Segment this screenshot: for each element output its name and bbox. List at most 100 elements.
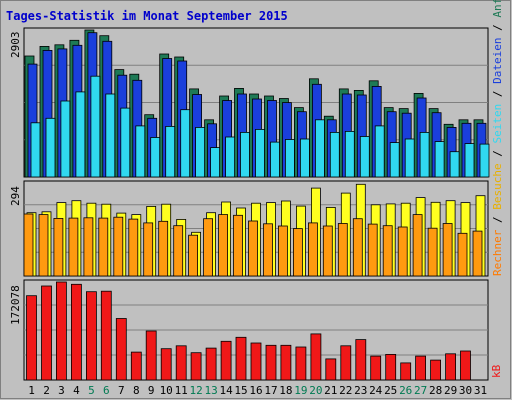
bar-rechner-day-11 — [174, 226, 183, 276]
bar-rechner-day-2 — [39, 215, 48, 276]
x-tick-label: 2 — [43, 384, 50, 397]
bar-seiten-day-2 — [46, 118, 55, 177]
legend-text: Rechner / Besuche / Seiten / Dateien / A… — [491, 0, 504, 276]
bar-seiten-day-22 — [345, 131, 354, 177]
bar-seiten-day-19 — [300, 139, 309, 177]
bar-seiten-day-31 — [480, 144, 489, 177]
x-tick-label: 19 — [294, 384, 307, 397]
bar-seiten-day-26 — [405, 139, 414, 177]
bar-rechner-day-25 — [383, 226, 392, 276]
bar-kb-day-13 — [206, 348, 216, 380]
bar-rechner-day-6 — [99, 218, 108, 276]
y-max-label-bottom: 172078 — [9, 285, 22, 325]
x-tick-label: 18 — [279, 384, 292, 397]
bar-rechner-day-12 — [189, 235, 198, 276]
x-tick-label: 5 — [88, 384, 95, 397]
x-tick-label: 25 — [384, 384, 397, 397]
legend-dateien: Dateien — [491, 38, 504, 84]
bar-rechner-day-30 — [458, 233, 467, 276]
bar-kb-day-27 — [416, 356, 426, 380]
bar-seiten-day-14 — [226, 137, 235, 177]
bar-rechner-day-1 — [24, 214, 33, 276]
bar-seiten-day-9 — [151, 138, 160, 178]
bar-seiten-day-25 — [390, 143, 399, 177]
bar-kb-day-1 — [27, 296, 37, 380]
x-tick-label: 28 — [429, 384, 442, 397]
bar-kb-day-5 — [86, 292, 96, 380]
bar-rechner-day-13 — [204, 219, 213, 276]
bar-rechner-day-18 — [278, 226, 287, 276]
bar-seiten-day-6 — [106, 94, 115, 177]
bar-rechner-day-31 — [473, 231, 482, 276]
bar-kb-day-24 — [371, 356, 381, 380]
bar-seiten-day-20 — [315, 120, 324, 177]
bar-kb-day-10 — [161, 349, 171, 380]
bar-kb-day-29 — [446, 354, 456, 380]
bar-rechner-day-15 — [234, 215, 243, 276]
x-tick-label: 14 — [219, 384, 233, 397]
legend-besuche: Besuche — [491, 163, 504, 209]
bar-seiten-day-4 — [76, 92, 85, 177]
bar-kb-day-20 — [311, 334, 321, 380]
x-tick-label: 9 — [148, 384, 155, 397]
bar-kb-day-22 — [341, 346, 351, 380]
panel-bottom — [24, 280, 488, 380]
bar-seiten-day-7 — [121, 108, 130, 177]
bar-seiten-day-13 — [211, 148, 220, 177]
x-tick-label: 22 — [339, 384, 352, 397]
bar-kb-day-11 — [176, 346, 186, 380]
x-tick-label: 30 — [459, 384, 472, 397]
legend-rechner: Rechner — [491, 229, 504, 276]
x-tick-label: 12 — [189, 384, 202, 397]
x-tick-label: 3 — [58, 384, 65, 397]
bar-seiten-day-21 — [330, 132, 339, 177]
bar-rechner-day-21 — [323, 226, 332, 276]
bar-kb-day-9 — [146, 331, 156, 380]
bar-rechner-day-22 — [338, 224, 347, 277]
x-tick-label: 16 — [249, 384, 262, 397]
bar-rechner-day-9 — [144, 223, 153, 276]
bar-rechner-day-5 — [84, 218, 93, 276]
bar-rechner-day-16 — [249, 221, 258, 276]
legend-anfragen: Anfragen — [491, 0, 504, 18]
bar-kb-day-2 — [42, 286, 52, 380]
bar-seiten-day-17 — [271, 142, 280, 177]
y-max-label-top: 2903 — [9, 32, 22, 59]
bar-rechner-day-17 — [264, 224, 273, 276]
bar-seiten-day-18 — [285, 140, 294, 178]
legend-kb: kB — [490, 364, 503, 378]
bar-rechner-day-7 — [114, 217, 123, 276]
bar-kb-day-26 — [401, 363, 411, 380]
y-max-label-middle: 294 — [9, 186, 22, 206]
bar-rechner-day-4 — [69, 218, 78, 276]
x-tick-label: 4 — [73, 384, 80, 397]
bar-seiten-day-23 — [360, 137, 369, 178]
bar-kb-day-15 — [236, 337, 246, 380]
x-tick-label: 15 — [234, 384, 247, 397]
bar-seiten-day-8 — [136, 126, 145, 177]
bar-kb-day-14 — [221, 341, 231, 380]
bar-rechner-day-3 — [54, 218, 63, 276]
bar-seiten-day-27 — [420, 132, 429, 177]
bar-kb-day-7 — [116, 319, 126, 381]
bar-seiten-day-29 — [450, 152, 459, 177]
bar-seiten-day-10 — [166, 126, 175, 177]
bar-seiten-day-5 — [91, 76, 100, 177]
bar-rechner-day-28 — [428, 228, 437, 276]
bar-seiten-day-12 — [196, 127, 205, 177]
bar-rechner-day-14 — [219, 215, 228, 276]
bar-kb-day-21 — [326, 359, 336, 380]
bar-seiten-day-15 — [241, 132, 250, 177]
bar-kb-day-18 — [281, 345, 291, 380]
bar-rechner-day-23 — [353, 219, 362, 276]
bar-rechner-day-10 — [159, 221, 168, 276]
bar-seiten-day-30 — [465, 144, 474, 177]
bar-kb-day-25 — [386, 354, 396, 380]
bar-rechner-day-8 — [129, 219, 138, 276]
bar-rechner-day-19 — [293, 229, 302, 276]
x-tick-label: 13 — [204, 384, 217, 397]
legend-text: kB — [490, 364, 503, 378]
x-tick-label: 31 — [474, 384, 487, 397]
bar-rechner-day-20 — [308, 223, 317, 276]
bar-kb-day-17 — [266, 345, 276, 380]
